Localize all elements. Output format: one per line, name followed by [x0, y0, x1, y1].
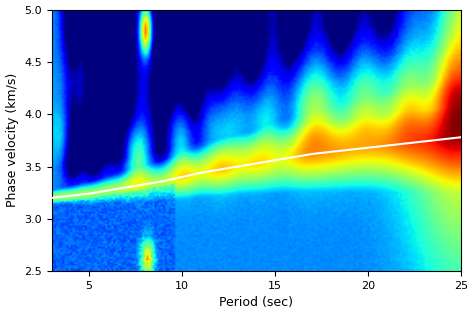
Y-axis label: Phase velocity (km/s): Phase velocity (km/s)	[6, 73, 18, 208]
X-axis label: Period (sec): Period (sec)	[219, 296, 293, 309]
